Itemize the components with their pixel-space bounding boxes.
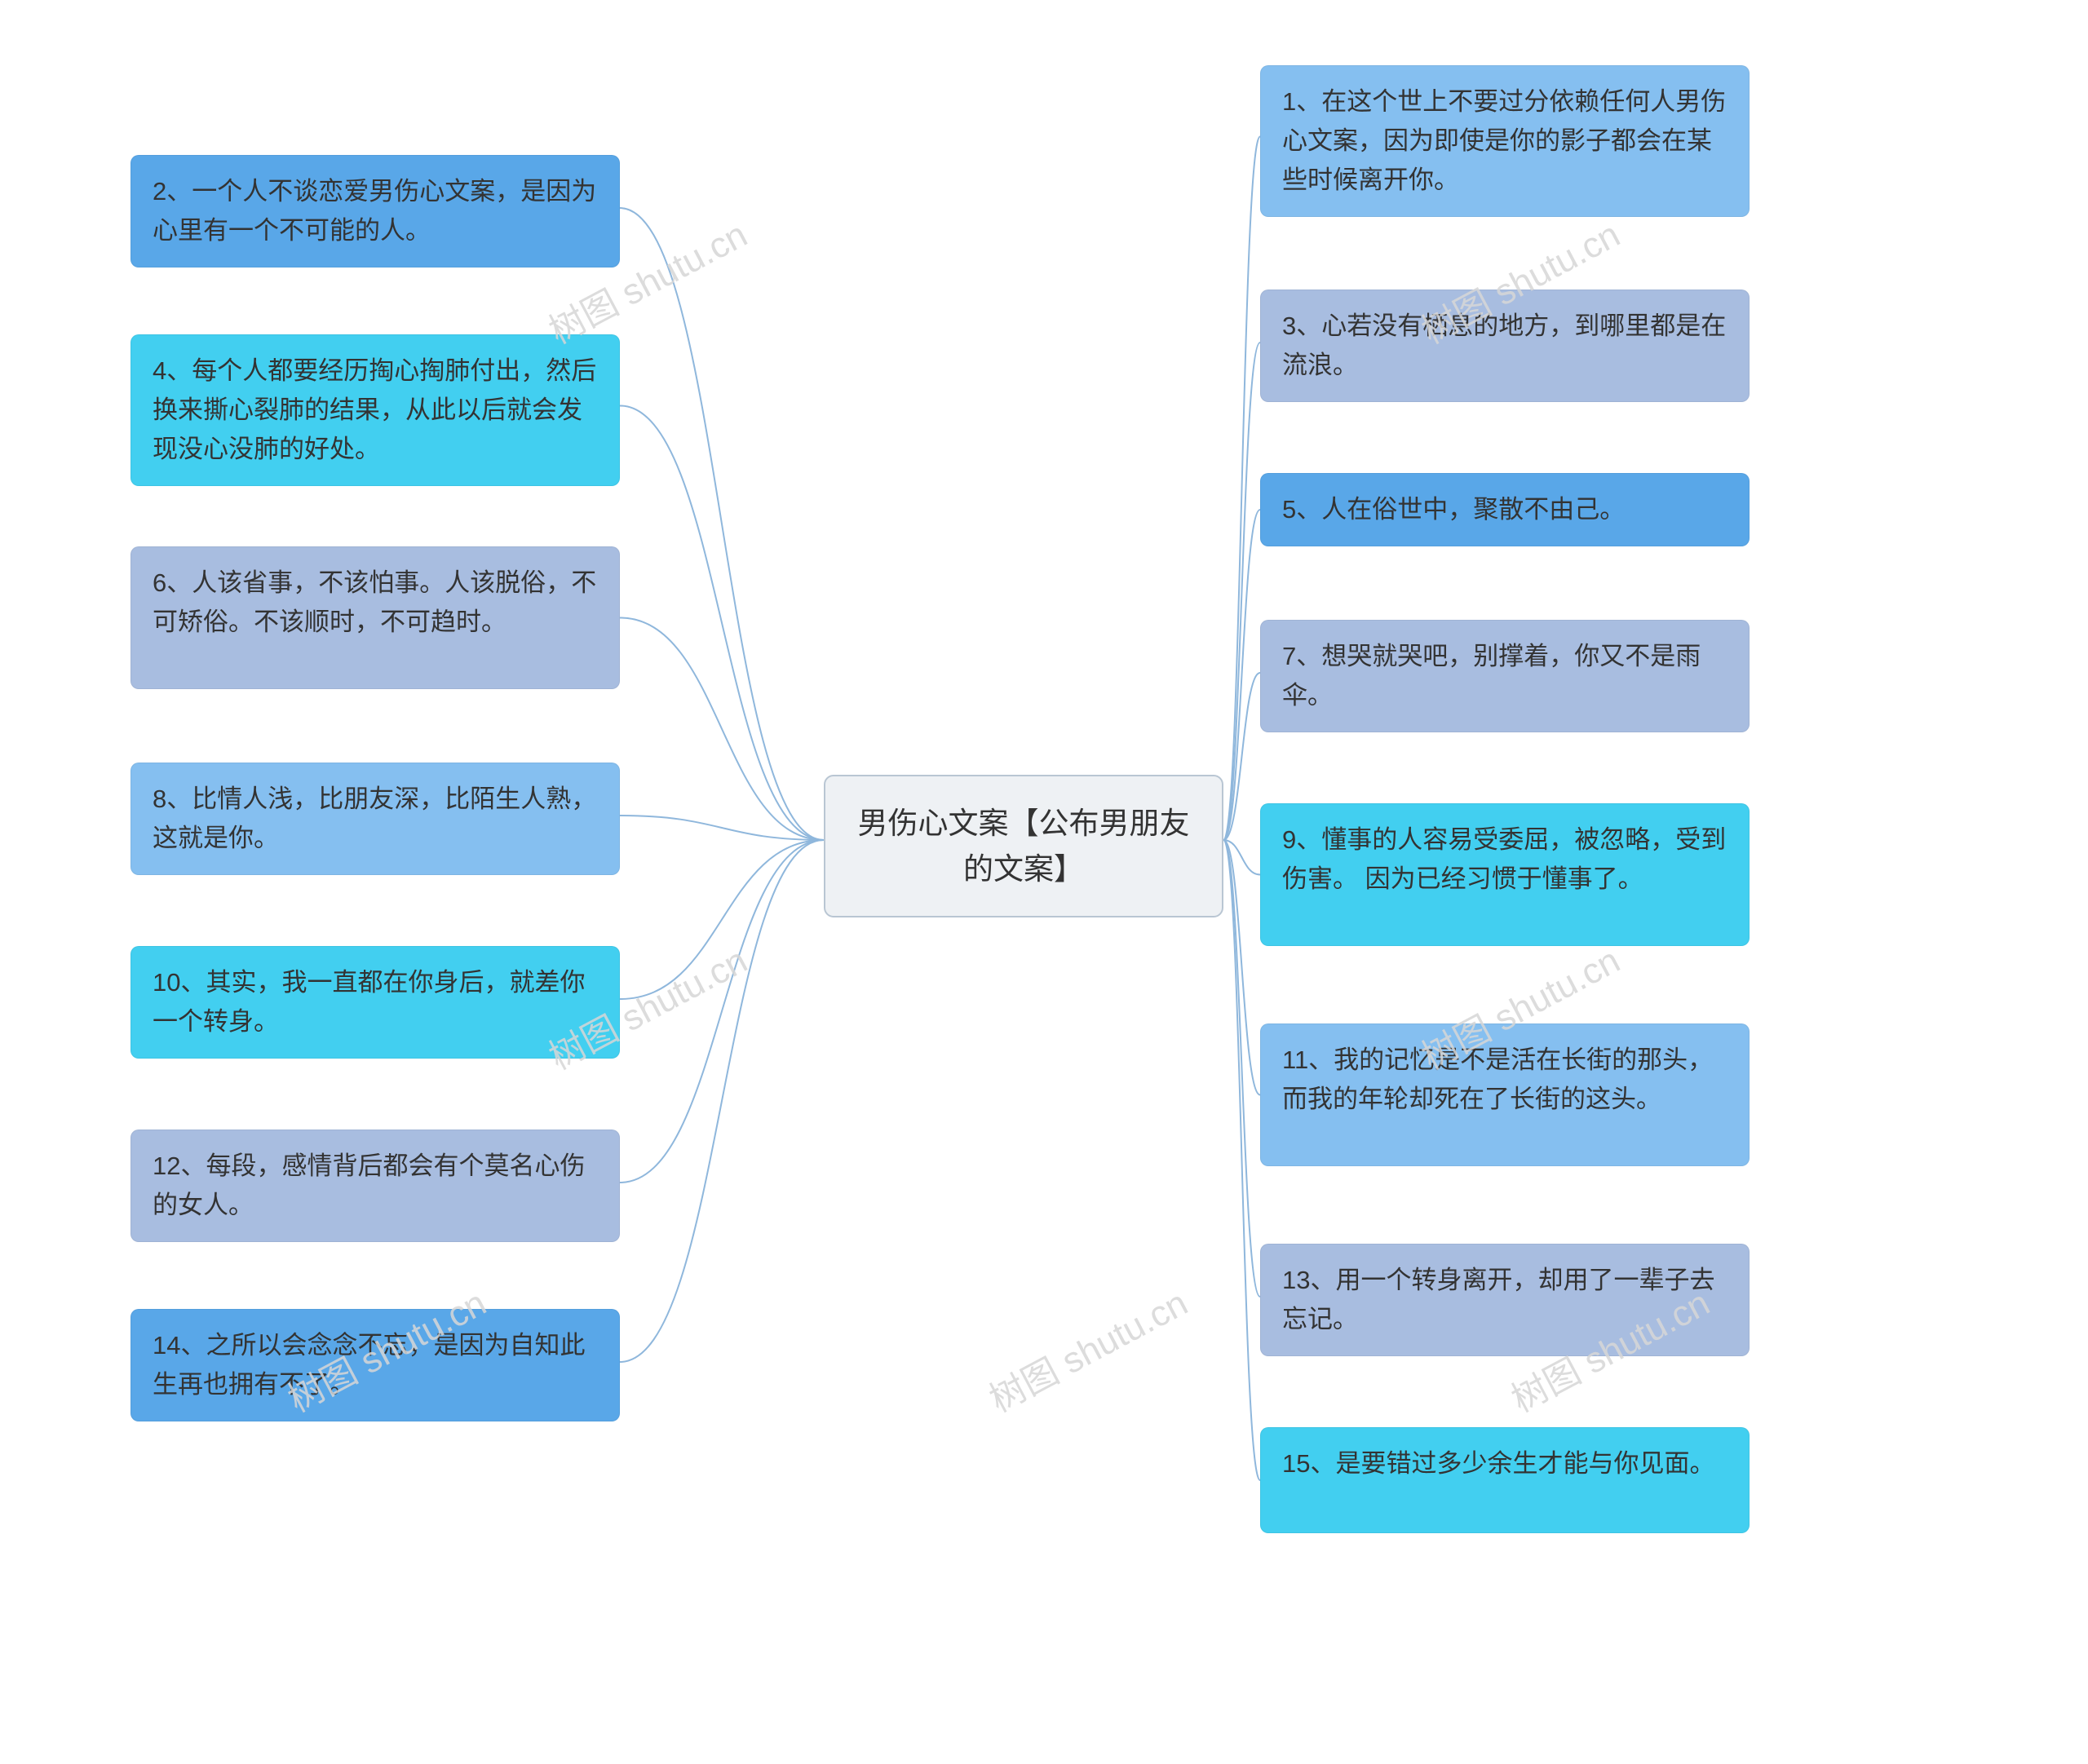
node-label: 8、比情人浅，比朋友深，比陌生人熟，这就是你。 bbox=[153, 785, 596, 852]
node-9[interactable]: 9、懂事的人容易受委屈，被忽略，受到伤害。 因为已经习惯于懂事了。 bbox=[1260, 803, 1750, 946]
node-13[interactable]: 13、用一个转身离开，却用了一辈子去忘记。 bbox=[1260, 1244, 1750, 1356]
node-label: 5、人在俗世中，聚散不由己。 bbox=[1282, 495, 1625, 524]
mindmap-canvas: 男伤心文案【公布男朋友的文案】 2、一个人不谈恋爱男伤心文案，是因为心里有一个不… bbox=[0, 0, 2088, 1764]
node-label: 10、其实，我一直都在你身后，就差你一个转身。 bbox=[153, 968, 585, 1036]
node-4[interactable]: 4、每个人都要经历掏心掏肺付出，然后换来撕心裂肺的结果，从此以后就会发现没心没肺… bbox=[130, 334, 620, 486]
node-14[interactable]: 14、之所以会念念不忘，是因为自知此生再也拥有不了。 bbox=[130, 1309, 620, 1421]
node-label: 2、一个人不谈恋爱男伤心文案，是因为心里有一个不可能的人。 bbox=[153, 177, 596, 245]
center-node[interactable]: 男伤心文案【公布男朋友的文案】 bbox=[824, 775, 1223, 917]
node-2[interactable]: 2、一个人不谈恋爱男伤心文案，是因为心里有一个不可能的人。 bbox=[130, 155, 620, 267]
node-6[interactable]: 6、人该省事，不该怕事。人该脱俗，不可矫俗。不该顺时，不可趋时。 bbox=[130, 546, 620, 689]
node-15[interactable]: 15、是要错过多少余生才能与你见面。 bbox=[1260, 1427, 1750, 1533]
node-label: 11、我的记忆是不是活在长街的那头，而我的年轮却死在了长街的这头。 bbox=[1282, 1046, 1713, 1113]
node-label: 3、心若没有栖息的地方，到哪里都是在流浪。 bbox=[1282, 312, 1726, 379]
node-label: 7、想哭就哭吧，别撑着，你又不是雨伞。 bbox=[1282, 642, 1701, 710]
node-1[interactable]: 1、在这个世上不要过分依赖任何人男伤心文案，因为即使是你的影子都会在某些时候离开… bbox=[1260, 65, 1750, 217]
center-node-label: 男伤心文案【公布男朋友的文案】 bbox=[858, 807, 1190, 886]
node-label: 6、人该省事，不该怕事。人该脱俗，不可矫俗。不该顺时，不可趋时。 bbox=[153, 568, 596, 636]
node-label: 14、之所以会念念不忘，是因为自知此生再也拥有不了。 bbox=[153, 1331, 585, 1399]
node-label: 12、每段，感情背后都会有个莫名心伤的女人。 bbox=[153, 1152, 585, 1219]
node-12[interactable]: 12、每段，感情背后都会有个莫名心伤的女人。 bbox=[130, 1130, 620, 1242]
node-8[interactable]: 8、比情人浅，比朋友深，比陌生人熟，这就是你。 bbox=[130, 763, 620, 875]
watermark: 树图 shutu.cn bbox=[979, 1274, 1195, 1422]
node-label: 15、是要错过多少余生才能与你见面。 bbox=[1282, 1449, 1714, 1478]
node-label: 4、每个人都要经历掏心掏肺付出，然后换来撕心裂肺的结果，从此以后就会发现没心没肺… bbox=[153, 356, 596, 463]
node-5[interactable]: 5、人在俗世中，聚散不由己。 bbox=[1260, 473, 1750, 546]
node-10[interactable]: 10、其实，我一直都在你身后，就差你一个转身。 bbox=[130, 946, 620, 1059]
node-7[interactable]: 7、想哭就哭吧，别撑着，你又不是雨伞。 bbox=[1260, 620, 1750, 732]
node-3[interactable]: 3、心若没有栖息的地方，到哪里都是在流浪。 bbox=[1260, 290, 1750, 402]
node-11[interactable]: 11、我的记忆是不是活在长街的那头，而我的年轮却死在了长街的这头。 bbox=[1260, 1023, 1750, 1166]
node-label: 13、用一个转身离开，却用了一辈子去忘记。 bbox=[1282, 1266, 1714, 1333]
node-label: 9、懂事的人容易受委屈，被忽略，受到伤害。 因为已经习惯于懂事了。 bbox=[1282, 825, 1726, 893]
node-label: 1、在这个世上不要过分依赖任何人男伤心文案，因为即使是你的影子都会在某些时候离开… bbox=[1282, 87, 1726, 194]
